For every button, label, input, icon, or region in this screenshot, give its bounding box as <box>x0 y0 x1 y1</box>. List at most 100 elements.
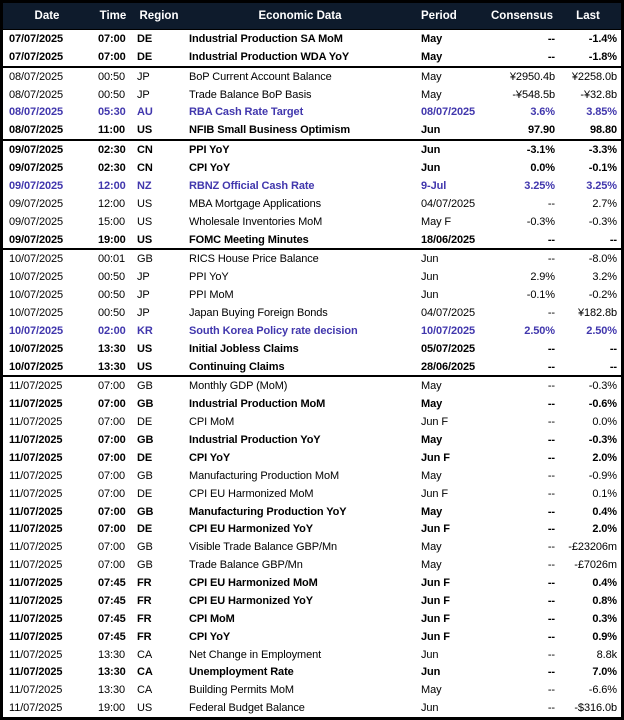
cell-time: 13:30 <box>98 684 126 697</box>
table-row[interactable]: 11/07/2025 07:00 DE CPI YoY Jun F -- 2.0% <box>3 449 621 467</box>
table-row[interactable]: 11/07/2025 07:00 GB Monthly GDP (MoM) May -- -… <box>3 377 621 395</box>
table-row[interactable]: 09/07/2025 15:00 US Wholesale Inventories M… <box>3 213 621 231</box>
cell-date: 11/07/2025 <box>9 541 63 554</box>
cell-period: Jun <box>421 648 439 661</box>
cell-consensus: -- <box>547 451 555 464</box>
table-row[interactable]: 11/07/2025 07:00 GB Industrial Production Y… <box>3 431 621 449</box>
table-row[interactable]: 11/07/2025 07:45 FR CPI EU Harmonized YoY Ju… <box>3 592 621 610</box>
cell-date: 11/07/2025 <box>9 451 63 464</box>
cell-consensus: 97.90 <box>527 124 555 137</box>
column-header-period: Period <box>421 10 457 22</box>
cell-event: Visible Trade Balance GBP/Mn <box>189 541 338 554</box>
table-row[interactable]: 11/07/2025 19:00 US Federal Budget Balance J… <box>3 699 621 717</box>
cell-period: Jun <box>421 124 441 137</box>
table-row[interactable]: 08/07/2025 00:50 JP BoP Current Account Bal… <box>3 68 621 86</box>
cell-consensus: -- <box>547 32 555 45</box>
cell-period: Jun <box>421 162 441 175</box>
cell-event: Federal Budget Balance <box>189 702 305 715</box>
cell-last: -$316.0b <box>574 702 617 715</box>
cell-date: 08/07/2025 <box>9 88 64 101</box>
cell-region: FR <box>137 594 152 607</box>
table-row[interactable]: 07/07/2025 07:00 DE Industrial Production S… <box>3 30 621 48</box>
table-row[interactable]: 10/07/2025 13:30 US Initial Jobless Claims 0… <box>3 340 621 358</box>
cell-region: US <box>137 342 153 355</box>
table-row[interactable]: 09/07/2025 02:30 CN CPI YoY Jun 0.0% -0.1% <box>3 159 621 177</box>
table-row[interactable]: 11/07/2025 07:45 FR CPI MoM Jun F -- 0.3% <box>3 610 621 628</box>
table-row[interactable]: 09/07/2025 12:00 US MBA Mortgage Applicatio… <box>3 195 621 213</box>
cell-region: US <box>137 197 153 210</box>
cell-event: Continuing Claims <box>189 360 285 373</box>
cell-period: May <box>421 469 442 482</box>
cell-event: CPI MoM <box>189 416 235 429</box>
table-row[interactable]: 11/07/2025 07:00 GB Manufacturing Productio… <box>3 503 621 521</box>
table-row[interactable]: 11/07/2025 07:45 FR CPI YoY Jun F -- 0.9% <box>3 628 621 646</box>
table-row[interactable]: 11/07/2025 13:30 CA Net Change in Employmen… <box>3 646 621 664</box>
cell-consensus: -- <box>547 612 555 625</box>
table-row[interactable]: 11/07/2025 07:00 DE CPI MoM Jun F -- 0.0% <box>3 413 621 431</box>
cell-last: -0.2% <box>588 289 617 302</box>
cell-time: 02:30 <box>98 162 126 175</box>
cell-period: May <box>421 541 442 554</box>
table-row[interactable]: 08/07/2025 05:30 AU RBA Cash Rate Target 08/… <box>3 103 621 121</box>
cell-region: US <box>137 124 153 137</box>
table-row[interactable]: 08/07/2025 11:00 US NFIB Small Business Opt… <box>3 121 621 139</box>
cell-event: Trade Balance BoP Basis <box>189 88 312 101</box>
cell-region: CA <box>137 666 153 679</box>
table-row[interactable]: 10/07/2025 00:50 JP PPI MoM Jun -0.1% -0.2% <box>3 286 621 304</box>
cell-consensus: -- <box>547 648 555 661</box>
table-row[interactable]: 11/07/2025 07:00 DE CPI EU Harmonized MoM Ju… <box>3 485 621 503</box>
cell-period: Jun <box>421 253 439 266</box>
cell-last: 0.3% <box>592 612 617 625</box>
cell-period: Jun F <box>421 594 450 607</box>
cell-region: CN <box>137 162 153 175</box>
cell-time: 11:00 <box>98 124 126 137</box>
cell-date: 10/07/2025 <box>9 289 64 302</box>
cell-consensus: 2.9% <box>530 271 555 284</box>
cell-period: May <box>421 559 442 572</box>
table-row[interactable]: 11/07/2025 07:00 GB Industrial Production M… <box>3 395 621 413</box>
cell-period: 18/06/2025 <box>421 233 476 246</box>
table-row[interactable]: 10/07/2025 00:01 GB RICS House Price Balanc… <box>3 250 621 268</box>
cell-consensus: 0.0% <box>530 162 555 175</box>
table-row[interactable]: 10/07/2025 00:50 JP Japan Buying Foreign Bo… <box>3 304 621 322</box>
table-row[interactable]: 09/07/2025 12:00 NZ RBNZ Official Cash Rate… <box>3 177 621 195</box>
table-row[interactable]: 08/07/2025 00:50 JP Trade Balance BoP Basis… <box>3 86 621 104</box>
cell-region: GB <box>137 469 153 482</box>
day-group-11-07-2025: 11/07/2025 07:00 GB Monthly GDP (MoM) May -- -… <box>3 375 621 717</box>
cell-last: -6.6% <box>588 684 617 697</box>
cell-time: 07:00 <box>98 451 126 464</box>
cell-consensus: ¥2950.4b <box>509 70 555 83</box>
cell-region: GB <box>137 505 154 518</box>
table-row[interactable]: 11/07/2025 07:00 GB Trade Balance GBP/Mn May… <box>3 556 621 574</box>
table-row[interactable]: 11/07/2025 07:00 GB Visible Trade Balance G… <box>3 538 621 556</box>
cell-event: South Korea Policy rate decision <box>189 324 358 337</box>
table-row[interactable]: 11/07/2025 13:30 CA Unemployment Rate Jun -- 7… <box>3 663 621 681</box>
table-row[interactable]: 10/07/2025 00:50 JP PPI YoY Jun 2.9% 3.2% <box>3 268 621 286</box>
table-row[interactable]: 11/07/2025 13:30 CA Building Permits MoM May… <box>3 681 621 699</box>
table-row[interactable]: 09/07/2025 19:00 US FOMC Meeting Minutes 18/… <box>3 231 621 249</box>
table-row[interactable]: 11/07/2025 07:00 DE CPI EU Harmonized YoY Ju… <box>3 520 621 538</box>
cell-period: Jun F <box>421 451 450 464</box>
cell-region: GB <box>137 541 153 554</box>
table-row[interactable]: 09/07/2025 02:30 CN PPI YoY Jun -3.1% -3.3% <box>3 141 621 159</box>
cell-date: 10/07/2025 <box>9 306 64 319</box>
table-row[interactable]: 11/07/2025 07:00 GB Manufacturing Productio… <box>3 467 621 485</box>
table-row[interactable]: 10/07/2025 02:00 KR South Korea Policy rate… <box>3 322 621 340</box>
cell-consensus: -¥548.5b <box>512 88 555 101</box>
cell-consensus: -- <box>547 505 555 518</box>
cell-last: 0.1% <box>592 487 617 500</box>
cell-consensus: -- <box>547 469 555 482</box>
cell-region: NZ <box>137 179 152 192</box>
cell-time: 07:00 <box>98 469 126 482</box>
table-row[interactable]: 10/07/2025 13:30 US Continuing Claims 28/06/… <box>3 358 621 376</box>
table-row[interactable]: 07/07/2025 07:00 DE Industrial Production W… <box>3 48 621 66</box>
cell-time: 05:30 <box>98 106 126 119</box>
cell-region: CA <box>137 684 153 697</box>
cell-last: 2.0% <box>592 451 617 464</box>
cell-date: 10/07/2025 <box>9 342 64 355</box>
cell-region: US <box>137 702 153 715</box>
cell-time: 07:45 <box>98 612 126 625</box>
cell-event: CPI EU Harmonized MoM <box>189 487 314 500</box>
cell-event: PPI YoY <box>189 271 229 284</box>
table-row[interactable]: 11/07/2025 07:45 FR CPI EU Harmonized MoM Ju… <box>3 574 621 592</box>
